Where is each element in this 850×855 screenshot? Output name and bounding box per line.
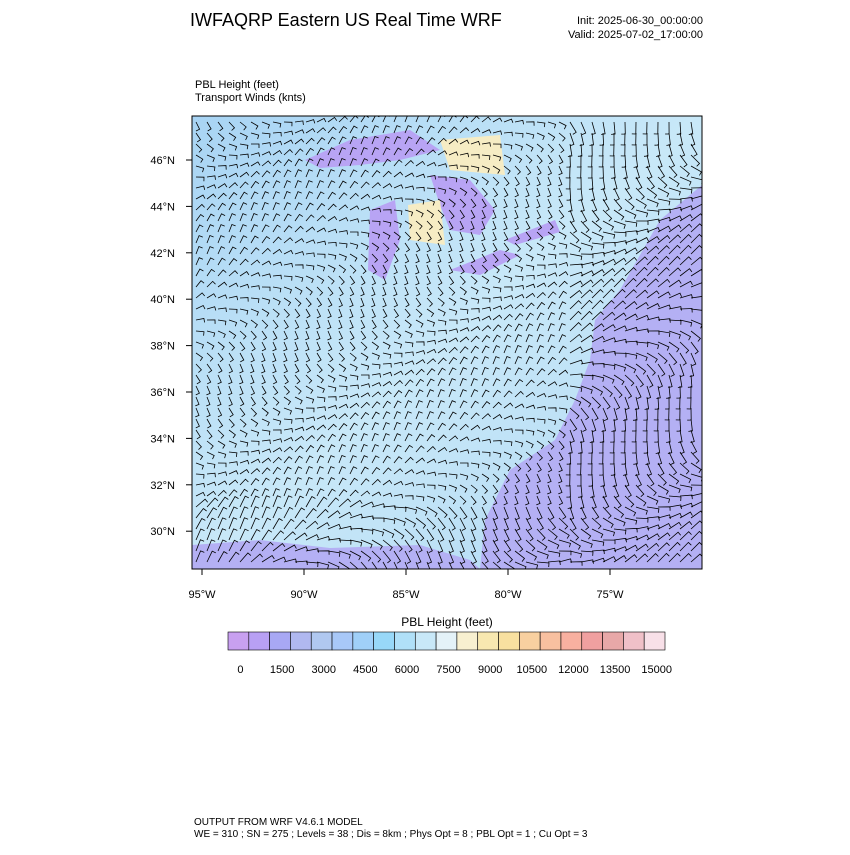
colorbar-box: [227, 631, 250, 651]
lat-label: 46°N: [150, 155, 175, 167]
colorbar-box: [435, 631, 458, 651]
colorbar-label: 13500: [600, 664, 631, 676]
colorbar-box: [269, 631, 291, 651]
colorbar-box: [477, 631, 499, 651]
colorbar-box: [456, 631, 479, 651]
colorbar-label: 15000: [641, 664, 672, 676]
colorbar-label: 12000: [558, 664, 589, 676]
lat-label: 30°N: [150, 526, 175, 538]
colorbar-label: 3000: [311, 664, 335, 676]
colorbar-box: [248, 631, 270, 651]
colorbar-label: 7500: [436, 664, 460, 676]
map: [192, 116, 702, 569]
lat-label: 34°N: [150, 433, 175, 445]
lat-axis: 46°N 44°N 42°N 40°N 38°N 36°N 34°N 32°N 30°N: [150, 155, 192, 538]
colorbar-label: 10500: [517, 664, 548, 676]
colorbar-label: 4500: [353, 664, 377, 676]
colorbar-box: [331, 631, 354, 651]
lat-label: 38°N: [150, 341, 175, 353]
colorbar: 0 1500 3000 4500 6000 7500 9000 10500 12000 13500…: [227, 631, 672, 676]
valid-time: Valid: 2025-07-02_17:00:00: [568, 29, 703, 41]
lon-axis: 95°W 90°W 85°W 80°W 75°W: [188, 569, 624, 601]
colorbar-box: [394, 631, 416, 651]
colorbar-title: PBL Height (feet): [401, 615, 493, 629]
colorbar-label: 0: [237, 664, 243, 676]
lon-label: 85°W: [392, 589, 420, 601]
footer-line: OUTPUT FROM WRF V4.6.1 MODEL: [194, 817, 363, 828]
colorbar-box: [581, 631, 603, 651]
colorbar-label: 9000: [478, 664, 502, 676]
lat-label: 44°N: [150, 201, 175, 213]
colorbar-box: [498, 631, 520, 651]
title: IWFAQRP Eastern US Real Time WRF: [190, 10, 502, 30]
colorbar-box: [414, 631, 437, 651]
colorbar-box: [352, 631, 374, 651]
map-frame: [191, 115, 703, 570]
colorbar-label: 6000: [395, 664, 419, 676]
colorbar-box: [643, 631, 666, 651]
init-time: Init: 2025-06-30_00:00:00: [577, 15, 703, 27]
shaded-field-label: PBL Height (feet): [195, 79, 279, 91]
lat-label: 36°N: [150, 387, 175, 399]
lat-label: 32°N: [150, 480, 175, 492]
colorbar-box: [519, 631, 541, 651]
vector-field-label: Transport Winds (knts): [195, 92, 306, 104]
footer-line: WE = 310 ; SN = 275 ; Levels = 38 ; Dis …: [194, 829, 588, 840]
colorbar-box: [539, 631, 562, 651]
lon-label: 80°W: [494, 589, 522, 601]
lat-label: 42°N: [150, 248, 175, 260]
colorbar-box: [310, 631, 333, 651]
lat-label: 40°N: [150, 294, 175, 306]
lon-label: 75°W: [596, 589, 624, 601]
lon-label: 90°W: [290, 589, 318, 601]
colorbar-box: [373, 631, 395, 651]
colorbar-box: [602, 631, 624, 651]
colorbar-box: [623, 631, 645, 651]
colorbar-label: 1500: [270, 664, 294, 676]
lon-label: 95°W: [188, 589, 216, 601]
colorbar-box: [290, 631, 312, 651]
colorbar-box: [560, 631, 583, 651]
